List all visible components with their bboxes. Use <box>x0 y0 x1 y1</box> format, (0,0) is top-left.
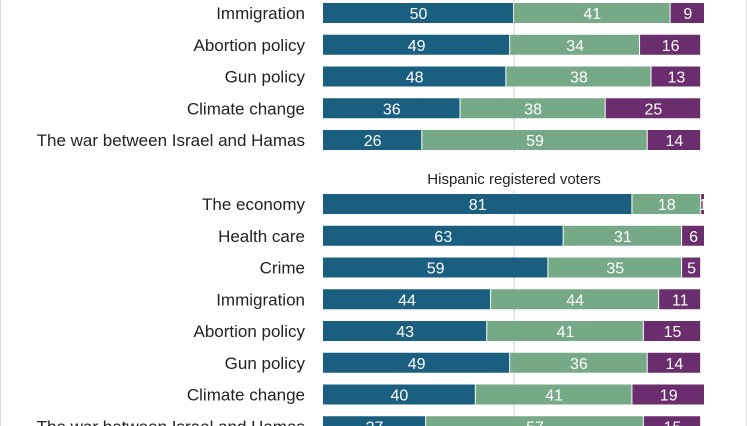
bar-segment <box>605 98 701 119</box>
value-label: 81 <box>469 197 487 214</box>
bar-segment <box>323 225 563 246</box>
category-label: The economy <box>202 195 305 214</box>
value-label: 40 <box>391 388 409 405</box>
value-label: 36 <box>570 356 588 373</box>
bar-segment <box>323 130 422 150</box>
bar-segment <box>510 352 647 373</box>
value-label: 49 <box>408 38 426 55</box>
bar-segment <box>647 352 701 373</box>
value-label: 9 <box>683 6 692 23</box>
bar-segment <box>701 194 704 214</box>
value-label: 38 <box>524 101 542 118</box>
bar-segment <box>460 98 605 119</box>
bar-segment <box>323 66 506 87</box>
bar-segment <box>651 66 701 87</box>
value-label: 18 <box>658 197 676 214</box>
value-label: 1 <box>699 197 708 214</box>
bar-segment <box>659 289 701 310</box>
bar-segment <box>323 34 510 55</box>
value-label: 59 <box>526 133 544 150</box>
category-label: Gun policy <box>225 68 306 87</box>
category-label: Immigration <box>216 4 305 23</box>
value-label: 41 <box>545 388 563 405</box>
bar-segment <box>323 257 548 278</box>
value-label: 48 <box>406 70 424 87</box>
bar-segment <box>475 384 632 405</box>
value-label: 16 <box>662 38 680 55</box>
value-label: 44 <box>398 292 416 309</box>
bar-segment <box>487 321 643 341</box>
bar-segment <box>422 130 647 150</box>
bar-segment <box>670 3 704 23</box>
bar-segment <box>323 321 487 341</box>
value-label: 35 <box>606 261 624 278</box>
category-label: Abortion policy <box>193 36 305 55</box>
bar-segment <box>647 130 701 150</box>
bar-segment <box>510 34 640 55</box>
value-label: 26 <box>364 133 382 150</box>
category-label: Climate change <box>187 99 305 118</box>
category-label: Climate change <box>187 386 305 405</box>
category-label: Immigration <box>216 290 305 309</box>
value-label: 38 <box>570 70 588 87</box>
bar-segment <box>643 416 701 426</box>
value-label: 27 <box>366 419 384 426</box>
value-label: 59 <box>427 261 445 278</box>
bar-segment <box>563 225 682 246</box>
value-label: 63 <box>434 229 452 246</box>
bar-segment <box>323 416 426 426</box>
bar-segment <box>323 384 475 405</box>
value-label: 36 <box>383 101 401 118</box>
value-label: 15 <box>664 324 682 341</box>
bar-segment <box>514 3 670 23</box>
value-label: 25 <box>645 101 663 118</box>
value-label: 6 <box>689 229 698 246</box>
bar-segment <box>323 289 491 310</box>
bar-segment <box>643 321 701 341</box>
value-label: 14 <box>666 356 684 373</box>
category-label: Crime <box>260 259 305 278</box>
category-label: Health care <box>218 227 305 246</box>
bar-segment <box>632 194 701 214</box>
category-label: Abortion policy <box>193 322 305 341</box>
bar-segment <box>323 352 510 373</box>
category-label: Gun policy <box>225 354 306 373</box>
bar-segment <box>632 384 704 405</box>
bar-segment <box>682 257 701 278</box>
value-label: 41 <box>583 6 601 23</box>
category-label: The war between Israel and Hamas <box>37 131 305 150</box>
value-label: 41 <box>557 324 575 341</box>
category-label: The war between Israel and Hamas <box>37 417 305 426</box>
bar-segment <box>426 416 643 426</box>
value-label: 34 <box>566 38 584 55</box>
value-label: 44 <box>566 292 584 309</box>
bar-segment <box>682 225 704 246</box>
value-label: 11 <box>672 292 689 309</box>
value-label: 5 <box>687 261 696 278</box>
value-label: 15 <box>664 419 682 426</box>
value-label: 57 <box>526 419 544 426</box>
value-label: 14 <box>666 133 684 150</box>
panel-title-1: Hispanic registered voters <box>427 171 600 188</box>
bar-segment <box>491 289 659 310</box>
bar-segment <box>323 98 460 119</box>
value-label: 31 <box>614 229 632 246</box>
bar-segment <box>323 194 632 214</box>
value-label: 50 <box>410 6 428 23</box>
value-label: 19 <box>660 388 678 405</box>
bar-segment <box>506 66 651 87</box>
frame-border-left <box>0 0 1 426</box>
value-label: 43 <box>396 324 414 341</box>
bar-segment <box>548 257 682 278</box>
bar-segment <box>323 3 513 23</box>
value-label: 13 <box>667 70 685 87</box>
value-label: 49 <box>408 356 426 373</box>
bar-segment <box>640 34 701 55</box>
